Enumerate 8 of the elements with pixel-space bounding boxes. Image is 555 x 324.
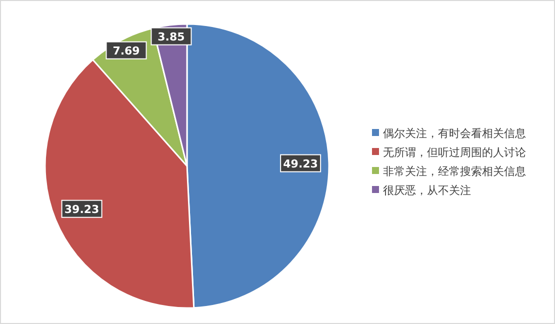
data-label: 7.69 bbox=[112, 44, 140, 58]
legend-label: 偶尔关注，有时会看相关信息 bbox=[383, 127, 526, 140]
legend-label: 非常关注，经常搜索相关信息 bbox=[383, 165, 526, 178]
legend-label: 无所谓，但听过周围的人讨论 bbox=[383, 146, 526, 159]
data-label: 49.23 bbox=[283, 157, 318, 170]
data-label: 3.85 bbox=[158, 30, 185, 44]
legend-label: 很厌恶，从不关注 bbox=[383, 184, 471, 197]
data-label: 39.23 bbox=[64, 202, 100, 216]
